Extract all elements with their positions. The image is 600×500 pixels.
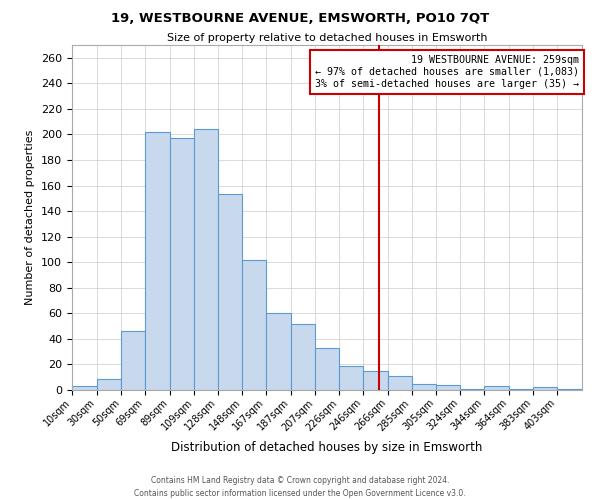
Bar [72,386,97,390]
Bar [412,384,436,390]
Bar [364,371,388,390]
Bar [460,388,484,390]
Text: 19, WESTBOURNE AVENUE, EMSWORTH, PO10 7QT: 19, WESTBOURNE AVENUE, EMSWORTH, PO10 7Q… [111,12,489,26]
Bar [339,366,364,390]
Bar [266,314,290,390]
Bar [388,376,412,390]
Bar [218,194,242,390]
Bar [194,130,218,390]
Bar [509,388,533,390]
Bar [484,386,509,390]
Bar [145,132,170,390]
X-axis label: Distribution of detached houses by size in Emsworth: Distribution of detached houses by size … [172,441,482,454]
Bar [436,385,460,390]
Bar [170,138,194,390]
Bar [533,388,557,390]
Text: 19 WESTBOURNE AVENUE: 259sqm
← 97% of detached houses are smaller (1,083)
3% of : 19 WESTBOURNE AVENUE: 259sqm ← 97% of de… [316,56,580,88]
Bar [242,260,266,390]
Bar [121,331,145,390]
Bar [557,388,582,390]
Bar [97,378,121,390]
Bar [290,324,315,390]
Bar [315,348,339,390]
Text: Contains HM Land Registry data © Crown copyright and database right 2024.
Contai: Contains HM Land Registry data © Crown c… [134,476,466,498]
Title: Size of property relative to detached houses in Emsworth: Size of property relative to detached ho… [167,33,487,43]
Y-axis label: Number of detached properties: Number of detached properties [25,130,35,305]
